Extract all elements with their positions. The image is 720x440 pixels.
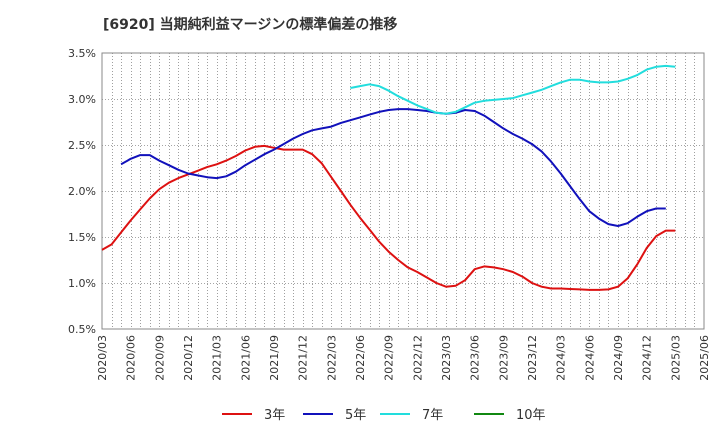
legend: 3年 5年 7年 10年	[222, 408, 546, 423]
series-line-5年	[120, 108, 666, 227]
y-tick-label: 1.0%	[68, 277, 96, 290]
legend-label: 3年	[264, 408, 285, 423]
x-tick-label: 2022/06	[354, 335, 367, 381]
x-tick-label: 2022/12	[411, 335, 424, 381]
x-tick-label: 2021/12	[297, 335, 310, 381]
x-tick-label: 2024/12	[641, 335, 654, 381]
x-tick-label: 2020/09	[153, 335, 166, 381]
series-line-3年	[101, 144, 676, 291]
legend-label: 10年	[516, 408, 546, 423]
x-tick-label: 2020/06	[125, 335, 138, 381]
y-tick-label: 0.5%	[68, 323, 96, 336]
x-tick-label: 2021/09	[268, 335, 281, 381]
x-tick-label: 2023/06	[469, 335, 482, 381]
x-tick-label: 2023/12	[526, 335, 539, 381]
y-tick-label: 1.5%	[68, 231, 96, 244]
series-lines	[101, 64, 676, 291]
legend-label: 5年	[345, 408, 366, 423]
legend-label: 7年	[422, 408, 443, 423]
y-tick-label: 2.0%	[68, 185, 96, 198]
x-tick-label: 2025/03	[669, 335, 682, 381]
x-tick-label: 2021/03	[211, 335, 224, 381]
x-tick-label: 2023/03	[440, 335, 453, 381]
x-tick-label: 2024/06	[583, 335, 596, 381]
x-tick-label: 2023/09	[497, 335, 510, 381]
grid	[101, 52, 705, 330]
plot-area	[101, 52, 705, 330]
y-axis-ticks: 0.5% 1.0% 1.5% 2.0% 2.5% 3.0% 3.5%	[68, 47, 96, 336]
x-tick-label: 2022/09	[383, 335, 396, 381]
x-tick-label: 2022/03	[325, 335, 338, 381]
x-tick-label: 2024/03	[555, 335, 568, 381]
chart-title: [6920] 当期純利益マージンの標準偏差の推移	[103, 17, 398, 33]
x-tick-label: 2025/06	[698, 335, 711, 381]
y-tick-label: 3.0%	[68, 93, 96, 106]
x-tick-label: 2021/06	[239, 335, 252, 381]
y-tick-label: 3.5%	[68, 47, 96, 60]
x-tick-label: 2020/03	[96, 335, 109, 381]
x-tick-label: 2020/12	[182, 335, 195, 381]
x-axis-ticks: 2020/03 2020/06 2020/09 2020/12 2021/03 2021/…	[96, 335, 711, 381]
series-line-7年	[350, 64, 676, 115]
x-tick-label: 2024/09	[612, 335, 625, 381]
y-tick-label: 2.5%	[68, 139, 96, 152]
